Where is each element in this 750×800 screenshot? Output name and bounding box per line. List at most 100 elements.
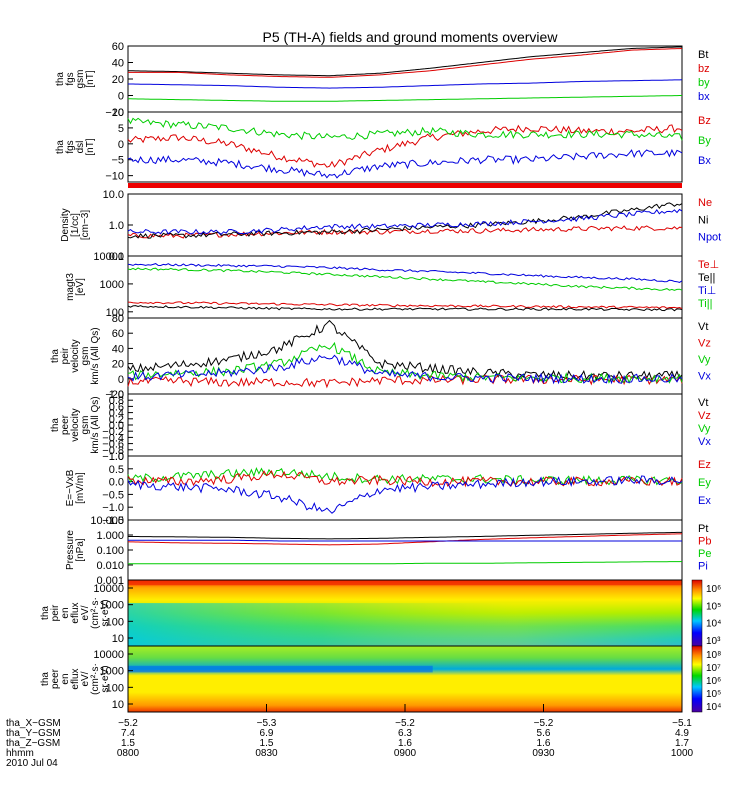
y-tick-label: 10 bbox=[112, 633, 124, 645]
y-axis-label: eV/ bbox=[80, 605, 91, 620]
y-axis-label: sr·eV) bbox=[100, 599, 111, 626]
y-axis-label: peir bbox=[50, 604, 61, 621]
x-axis-value: −5.1 bbox=[672, 718, 692, 729]
legend-entry: Ti⊥ bbox=[698, 285, 716, 297]
colorbar-label: 10⁶ bbox=[706, 584, 721, 595]
y-axis-label: [1/cc] bbox=[70, 213, 81, 237]
x-axis-value: 1.5 bbox=[121, 738, 135, 749]
legend-entry: Vt bbox=[698, 397, 708, 409]
x-axis-row-label: hhmm bbox=[6, 748, 34, 759]
x-axis-value: 1.7 bbox=[675, 738, 689, 749]
y-axis-label: eV/ bbox=[80, 671, 91, 686]
series-line-Ex bbox=[127, 475, 683, 514]
y-axis-label: [nT] bbox=[85, 138, 96, 155]
colorbar-label: 10⁴ bbox=[706, 702, 721, 713]
x-axis-value: −5.2 bbox=[118, 718, 138, 729]
y-tick-label: 0 bbox=[118, 374, 124, 386]
y-tick-label: 60 bbox=[112, 41, 124, 53]
y-tick-label: 10 bbox=[112, 107, 124, 119]
series-line-Ey bbox=[127, 466, 683, 486]
y-tick-label: 0.010 bbox=[96, 560, 124, 572]
y-tick-label: 0.5 bbox=[109, 464, 124, 476]
y-tick-label: 0.6 bbox=[109, 401, 124, 413]
y-tick-label: 100 bbox=[106, 682, 124, 694]
x-axis-value: 1.6 bbox=[537, 738, 551, 749]
y-axis-label: km/s (All Qs) bbox=[90, 327, 101, 384]
series-line-Bt bbox=[128, 46, 682, 77]
y-tick-label: 100 bbox=[106, 616, 124, 628]
x-axis-date: 2010 Jul 04 bbox=[6, 758, 58, 769]
panel-peir_velocity: 80 60 40 20 0 −20 tha peir velocity gsm km/s (All … bbox=[50, 313, 711, 401]
y-axis-label: en bbox=[60, 607, 71, 618]
y-tick-label: −20 bbox=[105, 389, 124, 401]
panel-peer_velocity: 1.00.80.60.40.20.0−0.2−0.4−0.6−0.8−1.0th… bbox=[50, 389, 711, 463]
legend-entry: bz bbox=[698, 63, 710, 75]
x-axis-value: 7.4 bbox=[121, 728, 135, 739]
panel-density: 10.0 1.0 0.1 Density [1/cc] [cm−3] Ne Ni Npot bbox=[60, 189, 721, 263]
y-tick-label: 0 bbox=[118, 139, 124, 151]
y-tick-label: 80 bbox=[112, 313, 124, 325]
series-line-Bx bbox=[127, 148, 683, 179]
legend-entry: Pe bbox=[698, 548, 711, 560]
x-axis-value: 1.6 bbox=[398, 738, 412, 749]
colorbar-label: 10³ bbox=[706, 636, 721, 647]
y-tick-label: 0.0 bbox=[109, 420, 124, 432]
y-axis-label: tha bbox=[55, 72, 66, 86]
y-axis-label: gsm bbox=[80, 347, 91, 366]
x-axis-value: 4.9 bbox=[675, 728, 689, 739]
panel-frame bbox=[127, 317, 683, 395]
y-tick-label: 0.001 bbox=[96, 575, 124, 587]
y-tick-label: 20 bbox=[112, 359, 124, 371]
y-tick-label: −5 bbox=[111, 155, 124, 167]
x-axis-value: 6.9 bbox=[260, 728, 274, 739]
legend-entry: Vt bbox=[698, 321, 708, 333]
y-axis-label: [nT] bbox=[85, 70, 96, 87]
x-axis-value: 0800 bbox=[117, 748, 140, 759]
y-tick-label: 100 bbox=[106, 307, 124, 319]
legend-entry: Ey bbox=[698, 477, 711, 489]
series-line-Pe bbox=[128, 561, 683, 565]
y-axis-label: km/s (All Qs) bbox=[90, 396, 101, 453]
series-line-bz bbox=[128, 48, 683, 78]
legend-entry: Ti|| bbox=[698, 298, 712, 310]
legend-entry: Pb bbox=[698, 536, 711, 548]
y-axis-label: eflux bbox=[70, 602, 81, 623]
series-line-Te⊥ bbox=[127, 301, 683, 310]
x-axis-value: −5.2 bbox=[534, 718, 554, 729]
y-axis-label: peer bbox=[60, 414, 71, 435]
x-axis-value: 1000 bbox=[671, 748, 694, 759]
y-tick-label: 40 bbox=[112, 58, 124, 70]
panel-frame bbox=[127, 193, 683, 257]
y-tick-label: 10.0 bbox=[103, 189, 124, 201]
y-tick-label: 5 bbox=[118, 123, 124, 135]
y-tick-label: 0 bbox=[118, 91, 124, 103]
y-tick-label: −1.0 bbox=[102, 502, 124, 514]
y-axis-label: dsl bbox=[75, 141, 86, 154]
legend-entry: By bbox=[698, 135, 711, 147]
colorbar-label: 10⁷ bbox=[706, 663, 721, 674]
panel-temperature: 10000 1000 100 magt3 [eV] Te⊥Te||Ti⊥Ti|| bbox=[65, 251, 719, 319]
series-line-Vz bbox=[127, 374, 683, 389]
y-tick-label: −0.5 bbox=[102, 489, 124, 501]
y-axis-label: eflux bbox=[70, 668, 81, 689]
series-line-Ne bbox=[127, 225, 683, 239]
y-axis-label: fgs bbox=[65, 140, 76, 153]
colorbar-label: 10⁵ bbox=[706, 601, 721, 612]
colorbar-label: 10⁵ bbox=[706, 689, 721, 700]
y-tick-label: 0.4 bbox=[109, 408, 124, 420]
legend-entry: Ni bbox=[698, 214, 708, 226]
y-axis-label: tha bbox=[50, 418, 61, 432]
series-line-Te|| bbox=[127, 305, 683, 312]
series-line-Vx bbox=[127, 354, 683, 385]
y-axis-label: [cm−3] bbox=[80, 210, 91, 241]
panel-frame bbox=[127, 393, 683, 457]
y-axis-label: fgs bbox=[65, 72, 76, 85]
colorbar-label: 10⁴ bbox=[706, 619, 721, 630]
legend-entry: Vy bbox=[698, 423, 711, 435]
y-tick-label: 40 bbox=[112, 343, 124, 355]
x-axis-value: 0930 bbox=[532, 748, 555, 759]
y-tick-label: 10000 bbox=[93, 251, 124, 263]
y-axis-label: gsm bbox=[75, 70, 86, 89]
y-axis-label: velocity bbox=[70, 339, 81, 372]
